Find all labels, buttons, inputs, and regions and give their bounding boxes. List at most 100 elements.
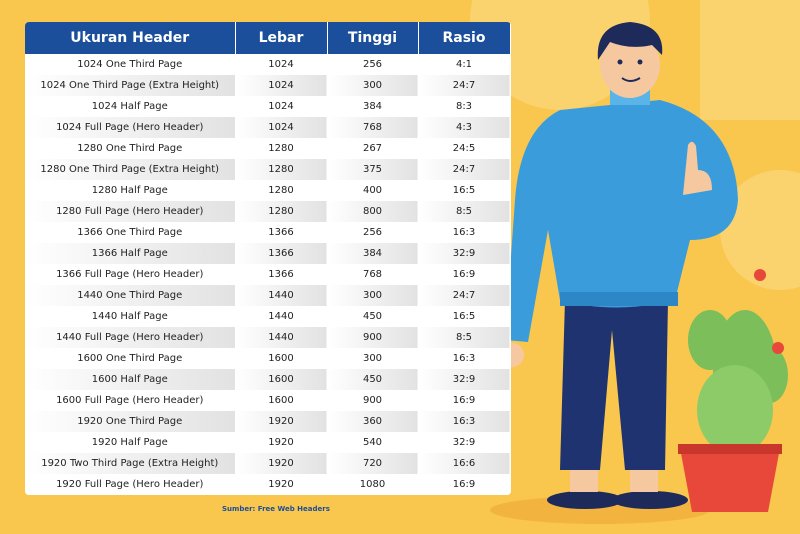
table-cell: 1440 Full Page (Hero Header) (25, 327, 236, 348)
pot-rim (678, 444, 782, 454)
table-cell: 1600 (235, 390, 328, 411)
table-cell: 900 (327, 327, 419, 348)
table-row: 1280 Half Page 1280 400 16:5 (25, 180, 511, 201)
table-cell: 1600 (235, 369, 328, 390)
table-cell: 540 (327, 432, 419, 453)
table-cell: 8:3 (418, 96, 511, 117)
table-cell: 1440 (235, 285, 328, 306)
mouth (621, 77, 641, 82)
table-cell: 1280 (235, 201, 328, 222)
table-row: 1024 Half Page 1024 384 8:3 (25, 96, 511, 117)
table-cell: 16:3 (418, 411, 511, 432)
sweater (505, 100, 738, 342)
table-cell: 384 (327, 96, 419, 117)
table-cell: 16:9 (418, 264, 511, 285)
flower (772, 342, 784, 354)
table-cell: 1024 (235, 117, 328, 138)
table-cell: 1366 (235, 222, 328, 243)
table-cell: 16:9 (418, 474, 511, 495)
header-size-table: Ukuran Header Lebar Tinggi Rasio 1024 One T… (25, 22, 511, 495)
table-cell: 1600 (235, 348, 328, 369)
table-cell: 768 (327, 117, 419, 138)
table-cell: 1920 (235, 474, 328, 495)
table-row: 1600 Half Page 1600 450 32:9 (25, 369, 511, 390)
column-header: Rasio (418, 22, 511, 54)
table-cell: 24:7 (418, 159, 511, 180)
flower (754, 269, 766, 281)
table-cell: 400 (327, 180, 419, 201)
table-cell: 32:9 (418, 243, 511, 264)
ankle (630, 470, 658, 492)
table-cell: 16:3 (418, 348, 511, 369)
table-cell: 1920 Half Page (25, 432, 236, 453)
table-cell: 24:7 (418, 285, 511, 306)
hair (597, 22, 663, 60)
table-cell: 1280 One Third Page (25, 138, 236, 159)
table-row: 1920 Half Page 1920 540 32:9 (25, 432, 511, 453)
table-cell: 32:9 (418, 432, 511, 453)
table-cell: 1600 One Third Page (25, 348, 236, 369)
table-cell: 1024 (235, 54, 328, 75)
table-cell: 450 (327, 369, 419, 390)
table-cell: 1920 (235, 453, 328, 474)
table-cell: 1920 One Third Page (25, 411, 236, 432)
table-cell: 24:5 (418, 138, 511, 159)
table-cell: 384 (327, 243, 419, 264)
table-cell: 375 (327, 159, 419, 180)
shoe (547, 491, 623, 509)
table-cell: 1920 Two Third Page (Extra Height) (25, 453, 236, 474)
bg-shape (720, 170, 800, 290)
table-row: 1366 One Third Page 1366 256 16:3 (25, 222, 511, 243)
table-cell: 1366 (235, 243, 328, 264)
table-header: Ukuran Header Lebar Tinggi Rasio (25, 22, 511, 54)
table-row: 1024 Full Page (Hero Header) 1024 768 4:3 (25, 117, 511, 138)
hand (683, 141, 712, 195)
column-header: Tinggi (327, 22, 419, 54)
table-cell: 720 (327, 453, 419, 474)
table-cell: 1920 (235, 432, 328, 453)
bg-shape (700, 0, 800, 120)
table-cell: 1280 (235, 159, 328, 180)
table-cell: 300 (327, 75, 419, 96)
table-row: 1366 Full Page (Hero Header) 1366 768 16:9 (25, 264, 511, 285)
table-cell: 1600 Half Page (25, 369, 236, 390)
cactus (688, 310, 732, 370)
table-cell: 1366 Half Page (25, 243, 236, 264)
table-cell: 1280 Half Page (25, 180, 236, 201)
table-row: 1920 Two Third Page (Extra Height) 1920 72… (25, 453, 511, 474)
table-cell: 1440 Half Page (25, 306, 236, 327)
table-cell: 1920 Full Page (Hero Header) (25, 474, 236, 495)
sweater-hem (560, 292, 678, 306)
table-cell: 300 (327, 348, 419, 369)
table-cell: 900 (327, 390, 419, 411)
table-cell: 1440 (235, 327, 328, 348)
cactus (697, 365, 773, 455)
table-cell: 300 (327, 285, 419, 306)
table-cell: 1600 Full Page (Hero Header) (25, 390, 236, 411)
table-cell: 800 (327, 201, 419, 222)
table-cell: 1024 (235, 75, 328, 96)
table-cell: 360 (327, 411, 419, 432)
table-cell: 4:1 (418, 54, 511, 75)
table-row: 1024 One Third Page (Extra Height) 1024 30… (25, 75, 511, 96)
table-cell: 16:5 (418, 180, 511, 201)
table-cell: 8:5 (418, 201, 511, 222)
table-cell: 4:3 (418, 117, 511, 138)
table-cell: 1280 Full Page (Hero Header) (25, 201, 236, 222)
table-cell: 1080 (327, 474, 419, 495)
table-cell: 1440 One Third Page (25, 285, 236, 306)
table-cell: 32:9 (418, 369, 511, 390)
table-cell: 267 (327, 138, 419, 159)
table-cell: 1024 Full Page (Hero Header) (25, 117, 236, 138)
table-row: 1440 Full Page (Hero Header) 1440 900 8:5 (25, 327, 511, 348)
pot (680, 448, 780, 512)
table-cell: 16:6 (418, 453, 511, 474)
table-cell: 16:5 (418, 306, 511, 327)
column-header: Ukuran Header (25, 22, 236, 54)
table-cell: 768 (327, 264, 419, 285)
table-row: 1440 Half Page 1440 450 16:5 (25, 306, 511, 327)
table-cell: 1280 One Third Page (Extra Height) (25, 159, 236, 180)
eye (637, 59, 643, 65)
table-cell: 16:9 (418, 390, 511, 411)
head (600, 32, 660, 98)
